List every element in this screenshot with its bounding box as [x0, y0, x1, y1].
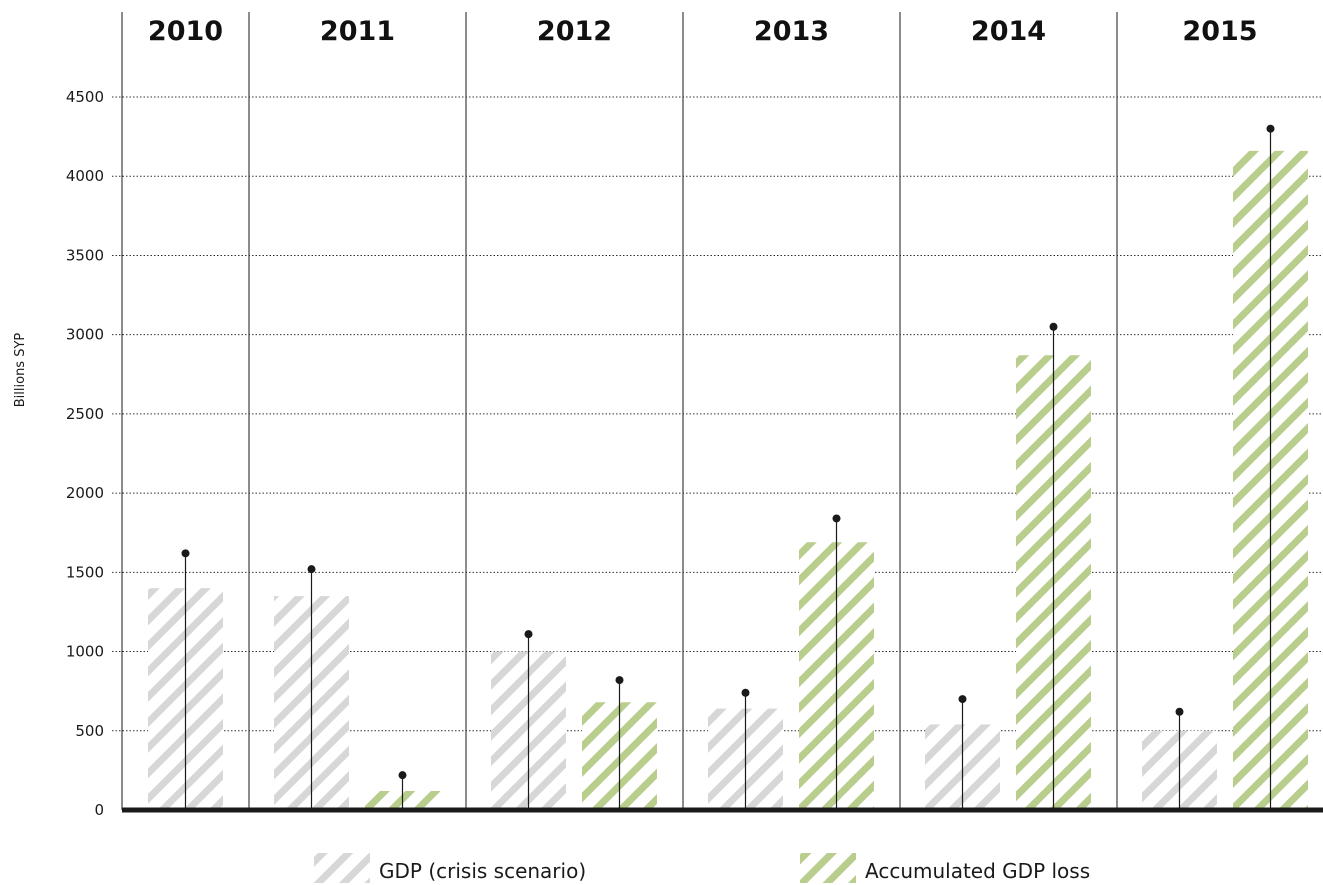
marker-dot-gdp-2010: [181, 549, 190, 558]
bars: [148, 150, 1308, 811]
year-label-2012: 2012: [537, 16, 612, 47]
year-label-2014: 2014: [971, 16, 1046, 47]
legend: GDP (crisis scenario) Accumulated GDP lo…: [314, 853, 1090, 883]
y-tick-label: 4000: [66, 167, 104, 185]
marker-dot-gdp-2014: [958, 695, 967, 704]
y-tick-label: 0: [94, 801, 104, 819]
legend-label-gdp: GDP (crisis scenario): [379, 859, 586, 883]
y-tick-label: 1500: [66, 563, 104, 581]
legend-swatch-loss: [800, 853, 856, 883]
markers: [181, 124, 1275, 810]
year-label-2010: 2010: [148, 16, 223, 47]
year-label-2013: 2013: [754, 16, 829, 47]
year-labels: 2010 2011 2012 2013 2014 2015: [148, 16, 1258, 47]
year-label-2011: 2011: [320, 16, 395, 47]
y-tick-label: 3500: [66, 246, 104, 264]
marker-dot-loss-2013: [832, 514, 841, 523]
y-tick-label: 4500: [66, 88, 104, 106]
year-label-2015: 2015: [1182, 16, 1257, 47]
y-tick-label: 2500: [66, 405, 104, 423]
marker-dot-gdp-2011: [307, 565, 316, 574]
marker-dot-loss-2014: [1049, 322, 1058, 331]
y-axis-label: Billions SYP: [13, 333, 28, 408]
y-axis-ticks: 0 500 1000 1500 2000 2500 3000 3500 4000 4500: [66, 88, 104, 819]
year-dividers: [121, 12, 1118, 810]
marker-dot-loss-2012: [615, 676, 624, 685]
legend-label-loss: Accumulated GDP loss: [865, 859, 1090, 883]
marker-dot-loss-2011: [398, 771, 407, 780]
legend-swatch-gdp: [314, 853, 370, 883]
y-tick-label: 3000: [66, 326, 104, 344]
marker-dot-gdp-2012: [524, 630, 533, 639]
marker-dot-loss-2015: [1266, 124, 1275, 133]
marker-dot-gdp-2013: [741, 688, 750, 697]
y-tick-label: 2000: [66, 484, 104, 502]
y-tick-label: 1000: [66, 643, 104, 661]
y-tick-label: 500: [75, 722, 104, 740]
marker-dot-gdp-2015: [1175, 707, 1184, 716]
grid: [112, 96, 1323, 732]
